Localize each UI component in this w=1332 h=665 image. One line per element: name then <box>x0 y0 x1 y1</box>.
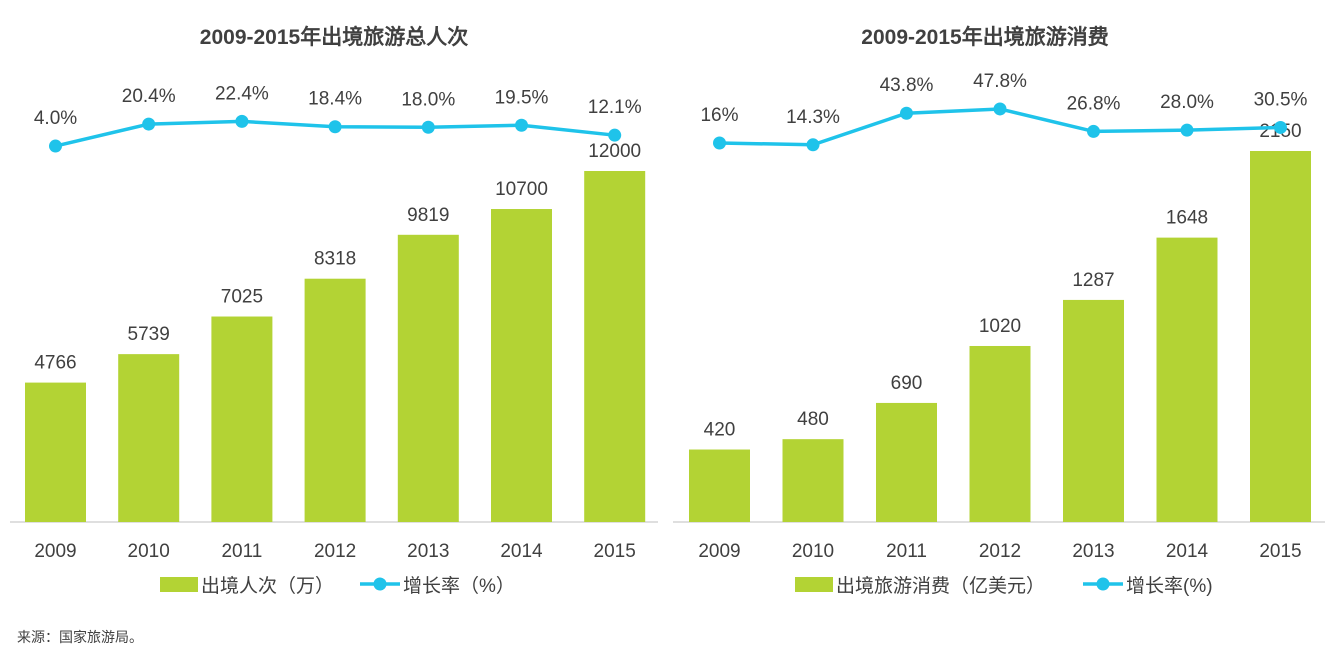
bar <box>491 209 552 522</box>
growth-value-label: 18.0% <box>401 89 455 110</box>
legend-bar-swatch <box>160 577 198 592</box>
growth-point <box>1087 124 1100 138</box>
growth-value-label: 43.8% <box>880 75 934 96</box>
growth-point <box>235 114 249 128</box>
bar-value-label: 1287 <box>1072 270 1114 291</box>
x-tick-label: 2014 <box>1166 541 1209 562</box>
x-tick-label: 2012 <box>314 541 356 562</box>
growth-value-label: 18.4% <box>308 89 362 110</box>
growth-point <box>328 120 342 134</box>
growth-point <box>49 139 62 153</box>
x-tick-label: 2011 <box>221 541 262 562</box>
bar <box>1063 299 1124 522</box>
growth-point <box>142 117 156 131</box>
bar-value-label: 690 <box>891 373 923 394</box>
legend-line-label: 增长率(%) <box>1126 575 1213 597</box>
bar <box>118 354 180 522</box>
legend: 出境人次（万） 增长率（%） <box>160 575 515 597</box>
bar <box>969 345 1031 522</box>
x-tick-label: 2012 <box>979 541 1021 562</box>
bar-value-label: 1020 <box>979 316 1021 337</box>
legend-line-label: 增长率（%） <box>403 575 515 597</box>
bar-value-label: 7025 <box>221 287 263 308</box>
bar <box>397 234 459 522</box>
growth-value-label: 30.5% <box>1254 89 1308 110</box>
x-tick-label: 2015 <box>1259 541 1301 562</box>
x-tick-label: 2010 <box>128 541 170 562</box>
bar <box>1250 151 1311 522</box>
chart-2: 2009-2015年出境旅游消费 420 2009 480 2010 690 2011 102… <box>673 25 1325 597</box>
bar-value-label: 8318 <box>314 249 356 270</box>
x-tick-label: 2009 <box>34 541 76 562</box>
growth-value-label: 4.0% <box>34 108 77 129</box>
bar <box>584 171 646 522</box>
growth-point <box>993 102 1007 116</box>
growth-point <box>515 118 528 132</box>
legend-bar-label: 出境人次（万） <box>201 575 334 597</box>
growth-value-label: 12.1% <box>588 97 642 118</box>
growth-point <box>421 120 435 134</box>
growth-value-label: 16% <box>700 105 738 126</box>
legend: 出境旅游消费（亿美元） 增长率(%) <box>795 575 1213 597</box>
chart-1: 2009-2015年出境旅游总人次 4766 2009 5739 2010 7025 201… <box>10 25 658 597</box>
bar <box>304 278 366 522</box>
legend-line-marker <box>1096 577 1110 591</box>
growth-point <box>1180 123 1194 137</box>
bar-value-label: 480 <box>797 409 829 430</box>
legend-line-marker <box>373 577 387 591</box>
growth-value-label: 19.5% <box>495 87 549 108</box>
growth-value-label: 26.8% <box>1067 93 1121 114</box>
growth-point <box>713 136 726 150</box>
bar-value-label: 10700 <box>495 179 548 200</box>
bar-value-label: 420 <box>704 420 736 441</box>
bar-value-label: 1648 <box>1166 208 1208 229</box>
x-tick-label: 2013 <box>407 541 449 562</box>
growth-value-label: 20.4% <box>122 86 176 107</box>
legend-bar-label: 出境旅游消费（亿美元） <box>836 575 1045 597</box>
x-tick-label: 2014 <box>500 541 543 562</box>
chart-title: 2009-2015年出境旅游消费 <box>861 25 1108 49</box>
bar-value-label: 12000 <box>588 141 641 162</box>
bar <box>782 439 844 522</box>
growth-point <box>806 138 820 152</box>
growth-value-label: 28.0% <box>1160 92 1214 113</box>
growth-value-label: 22.4% <box>215 83 269 104</box>
x-tick-label: 2010 <box>792 541 834 562</box>
x-tick-label: 2015 <box>594 541 636 562</box>
growth-point <box>1274 120 1287 134</box>
bar <box>689 449 750 522</box>
source-note: 来源：国家旅游局。 <box>17 629 143 645</box>
legend-bar-swatch <box>795 577 833 592</box>
growth-point <box>900 106 913 120</box>
bar <box>211 316 273 522</box>
bar-value-label: 9819 <box>407 205 449 226</box>
bar-value-label: 4766 <box>34 353 76 374</box>
bar-value-label: 5739 <box>128 324 170 345</box>
growth-value-label: 47.8% <box>973 71 1027 92</box>
chart-title: 2009-2015年出境旅游总人次 <box>200 25 468 49</box>
growth-value-label: 14.3% <box>786 107 840 128</box>
x-tick-label: 2013 <box>1072 541 1114 562</box>
x-tick-label: 2009 <box>698 541 740 562</box>
bar <box>876 402 937 522</box>
bar <box>25 382 86 522</box>
bar <box>1156 237 1218 522</box>
x-tick-label: 2011 <box>886 541 927 562</box>
growth-point <box>608 128 622 142</box>
